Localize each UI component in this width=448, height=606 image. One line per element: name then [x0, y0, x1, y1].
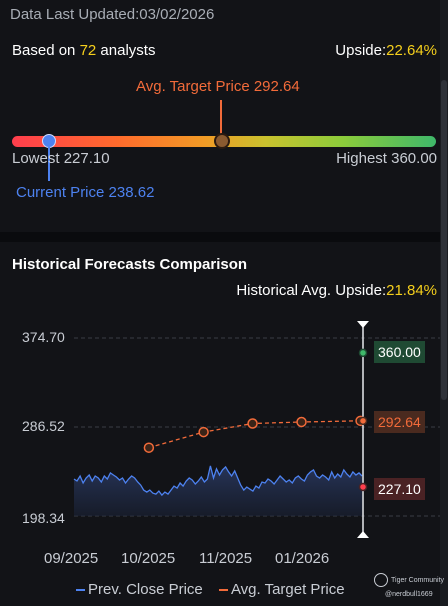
- current-price-connector: [48, 147, 50, 181]
- low-marker: [358, 482, 368, 492]
- legend-swatch-blue: [76, 589, 85, 592]
- x-axis-labels: 09/2025 10/2025 11/2025 01/2026: [44, 550, 329, 567]
- lowest-label: Lowest 227.10: [12, 150, 110, 167]
- forecast-chart[interactable]: 374.70 286.52 198.34 09/2025 10/2025 11/…: [0, 318, 448, 578]
- x-tick-label: 01/2026: [275, 550, 329, 567]
- avg-marker: [358, 416, 368, 426]
- avg-target-marker[interactable]: [214, 133, 230, 149]
- hist-upside-text: Historical Avg. Upside:21.84%: [236, 282, 437, 299]
- avg-target-series: [143, 415, 366, 453]
- current-price-label: Current Price 238.62: [16, 184, 155, 201]
- prev-close-fill: [74, 465, 362, 516]
- cursor-bottom-handle-icon: [357, 531, 369, 538]
- upside-value: 22.64%: [386, 42, 437, 59]
- y-axis-labels: 374.70 286.52 198.34: [22, 329, 65, 526]
- avg-target-connector: [220, 100, 222, 136]
- avg-target-point: [198, 426, 209, 438]
- analysts-suffix: analysts: [96, 42, 156, 59]
- legend-avg-target-label: Avg. Target Price: [230, 581, 345, 598]
- analysts-count: 72: [79, 42, 97, 59]
- y-tick-label: 286.52: [22, 418, 65, 434]
- x-tick-label: 10/2025: [121, 550, 175, 567]
- legend-swatch-orange: [218, 589, 228, 592]
- upside-label: Upside:: [335, 42, 387, 59]
- watermark-user: @nerdbull1669: [385, 591, 433, 598]
- high-value-badge: 360.00: [374, 341, 425, 363]
- highest-label: Highest 360.00: [336, 150, 437, 167]
- prev-close-area: [73, 465, 363, 516]
- analysts-count-text: Based on 72 analysts: [12, 42, 155, 59]
- tiger-logo-icon: [374, 573, 388, 587]
- analysts-prefix: Based on: [12, 42, 80, 59]
- x-tick-label: 09/2025: [44, 550, 98, 567]
- legend-item-avg-target[interactable]: Avg. Target Price: [218, 581, 345, 598]
- hist-upside-label: Historical Avg. Upside:: [236, 282, 387, 299]
- avg-target-point: [247, 418, 258, 429]
- legend-prev-close-label: Prev. Close Price: [88, 581, 203, 598]
- avg-target-point: [296, 416, 307, 428]
- avg-value-badge: 292.64: [374, 411, 425, 433]
- crosshair-cursor[interactable]: [357, 321, 369, 538]
- section-title: Historical Forecasts Comparison: [12, 256, 248, 273]
- section-divider: [0, 232, 448, 242]
- y-tick-label: 198.34: [22, 510, 65, 526]
- current-price-marker[interactable]: [42, 134, 56, 148]
- avg-target-label: Avg. Target Price 292.64: [136, 78, 300, 95]
- watermark: Tiger Community: [374, 573, 444, 587]
- low-value-badge: 227.10: [374, 478, 425, 500]
- x-tick-label: 11/2025: [199, 550, 252, 567]
- high-marker: [358, 348, 368, 358]
- hist-upside-value: 21.84%: [386, 282, 437, 299]
- watermark-brand: Tiger Community: [391, 576, 445, 584]
- legend-item-prev-close[interactable]: Prev. Close Price: [76, 581, 203, 598]
- historical-panel: [0, 242, 448, 606]
- y-tick-label: 374.70: [22, 329, 65, 345]
- data-updated-text: Data Last Updated:03/02/2026: [10, 6, 215, 23]
- target-price-panel: [0, 0, 448, 232]
- cursor-top-handle-icon: [357, 321, 369, 328]
- upside-text: Upside:22.64%: [335, 42, 437, 59]
- avg-target-point: [143, 442, 155, 453]
- scrollbar-thumb[interactable]: [441, 80, 447, 400]
- prev-close-line: [73, 465, 363, 497]
- legend: Prev. Close Price Avg. Target Price: [76, 581, 345, 598]
